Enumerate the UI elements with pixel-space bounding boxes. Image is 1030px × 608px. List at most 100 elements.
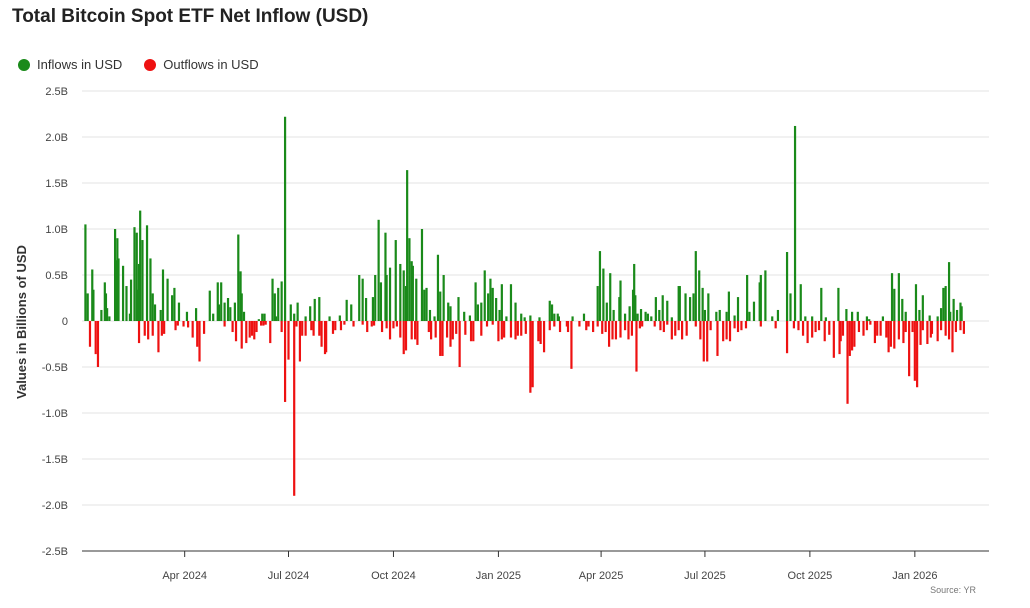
outflow-bar[interactable] [253, 321, 256, 340]
inflow-bar[interactable] [483, 270, 486, 321]
inflow-bar[interactable] [845, 309, 848, 321]
inflow-bar[interactable] [692, 293, 695, 321]
outflow-bar[interactable] [832, 321, 835, 358]
outflow-bar[interactable] [565, 321, 568, 327]
outflow-bar[interactable] [607, 321, 611, 347]
inflow-bar[interactable] [410, 261, 413, 321]
outflow-bar[interactable] [797, 321, 800, 331]
outflow-bar[interactable] [404, 321, 408, 351]
outflow-bar[interactable] [792, 321, 796, 329]
outflow-bar[interactable] [959, 321, 962, 331]
outflow-bar[interactable] [223, 321, 226, 327]
inflow-bar[interactable] [263, 313, 266, 321]
outflow-bar[interactable] [388, 321, 392, 340]
inflow-bar[interactable] [420, 229, 424, 321]
inflow-bar[interactable] [605, 302, 608, 321]
inflow-bar[interactable] [944, 286, 947, 321]
outflow-bar[interactable] [520, 321, 523, 336]
inflow-bar[interactable] [654, 297, 657, 321]
outflow-bar[interactable] [904, 321, 907, 333]
outflow-bar[interactable] [255, 321, 258, 333]
inflow-bar[interactable] [921, 295, 924, 321]
outflow-bar[interactable] [862, 321, 865, 336]
outflow-bar[interactable] [245, 321, 248, 344]
inflow-bar[interactable] [173, 287, 176, 321]
outflow-bar[interactable] [445, 321, 449, 338]
outflow-bar[interactable] [372, 321, 376, 326]
inflow-bar[interactable] [216, 282, 219, 321]
inflow-bar[interactable] [128, 313, 132, 321]
outflow-bar[interactable] [163, 321, 166, 334]
inflow-bar[interactable] [293, 313, 296, 321]
outflow-bar[interactable] [449, 321, 452, 347]
inflow-bar[interactable] [116, 238, 119, 321]
outflow-bar[interactable] [310, 321, 313, 331]
inflow-bar[interactable] [404, 286, 408, 321]
outflow-bar[interactable] [558, 321, 562, 333]
outflow-bar[interactable] [865, 321, 869, 331]
inflow-bar[interactable] [129, 279, 133, 321]
legend-item-inflows[interactable]: Inflows in USD [18, 57, 122, 72]
inflow-bar[interactable] [385, 275, 388, 321]
outflow-bar[interactable] [516, 321, 519, 336]
inflow-bar[interactable] [789, 293, 792, 321]
inflow-bar[interactable] [928, 315, 931, 321]
outflow-bar[interactable] [480, 321, 483, 336]
inflow-bar[interactable] [171, 295, 174, 321]
inflow-bar[interactable] [411, 265, 414, 321]
inflow-bar[interactable] [666, 300, 669, 321]
outflow-bar[interactable] [908, 321, 911, 377]
outflow-bar[interactable] [630, 321, 633, 336]
outflow-bar[interactable] [846, 321, 849, 404]
outflow-bar[interactable] [889, 321, 892, 347]
inflow-bar[interactable] [296, 302, 299, 321]
inflow-bar[interactable] [277, 287, 280, 321]
outflow-bar[interactable] [548, 321, 551, 331]
inflow-bar[interactable] [377, 219, 380, 321]
outflow-bar[interactable] [570, 321, 573, 369]
outflow-bar[interactable] [472, 321, 475, 342]
inflow-bar[interactable] [670, 317, 673, 321]
outflow-bar[interactable] [196, 321, 199, 347]
inflow-bar[interactable] [283, 116, 287, 321]
outflow-bar[interactable] [304, 321, 307, 336]
inflow-bar[interactable] [947, 262, 951, 321]
inflow-bar[interactable] [361, 278, 364, 321]
outflow-bar[interactable] [623, 321, 627, 331]
inflow-bar[interactable] [242, 311, 246, 321]
inflow-bar[interactable] [811, 316, 814, 321]
inflow-bar[interactable] [736, 297, 740, 321]
outflow-bar[interactable] [635, 321, 638, 372]
inflow-bar[interactable] [623, 313, 627, 321]
outflow-bar[interactable] [601, 321, 604, 334]
inflow-bar[interactable] [304, 316, 307, 321]
outflow-bar[interactable] [361, 321, 364, 325]
outflow-bar[interactable] [352, 321, 355, 327]
inflow-bar[interactable] [960, 306, 963, 321]
outflow-bar[interactable] [921, 321, 924, 331]
outflow-bar[interactable] [596, 321, 599, 327]
outflow-bar[interactable] [96, 321, 100, 367]
outflow-bar[interactable] [653, 321, 656, 327]
inflow-bar[interactable] [678, 286, 681, 321]
outflow-bar[interactable] [497, 321, 500, 342]
inflow-bar[interactable] [257, 319, 260, 321]
inflow-bar[interactable] [239, 271, 242, 321]
inflow-bar[interactable] [633, 263, 636, 321]
inflow-bar[interactable] [618, 297, 621, 321]
outflow-bar[interactable] [641, 321, 644, 327]
outflow-bar[interactable] [553, 321, 556, 327]
inflow-bar[interactable] [388, 267, 392, 321]
inflow-bar[interactable] [698, 270, 701, 321]
inflow-bar[interactable] [480, 302, 483, 321]
outflow-bar[interactable] [913, 321, 916, 381]
inflow-bar[interactable] [955, 309, 959, 321]
outflow-bar[interactable] [611, 321, 614, 340]
inflow-bar[interactable] [509, 284, 513, 321]
inflow-bar[interactable] [439, 291, 442, 321]
outflow-bar[interactable] [806, 321, 809, 344]
outflow-bar[interactable] [681, 321, 684, 340]
outflow-bar[interactable] [962, 321, 965, 334]
inflow-bar[interactable] [338, 315, 341, 321]
inflow-bar[interactable] [553, 313, 556, 321]
